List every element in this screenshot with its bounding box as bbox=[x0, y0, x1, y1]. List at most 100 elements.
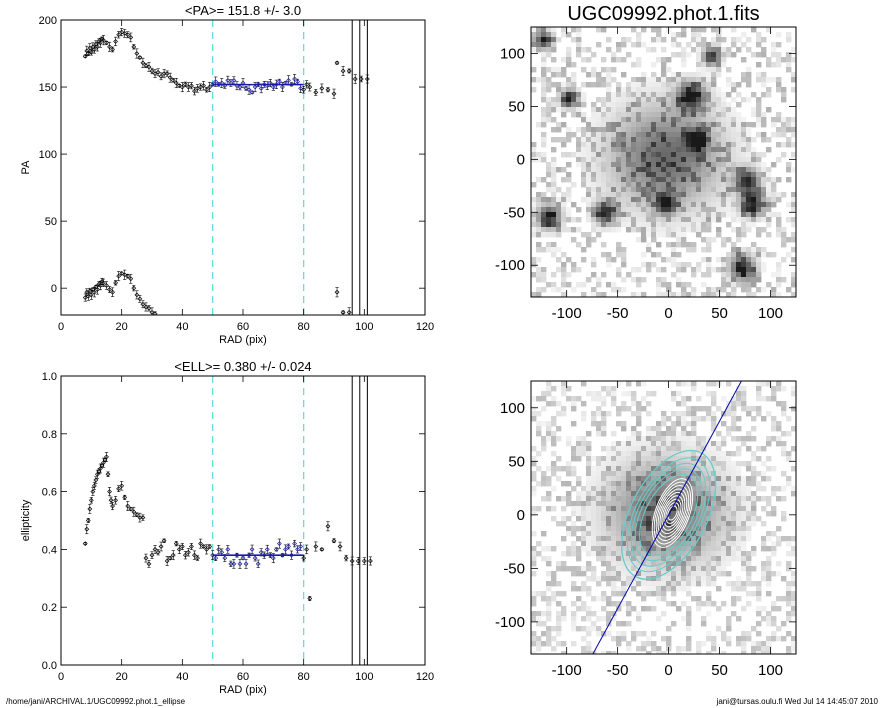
ell-plot-point bbox=[337, 544, 343, 549]
ell-plot-point bbox=[319, 547, 325, 552]
ell-plot-point bbox=[82, 541, 88, 547]
ell-plot-point bbox=[167, 555, 173, 561]
ell-plot-point bbox=[146, 561, 152, 567]
pa-plot-point bbox=[304, 81, 310, 87]
pa-plot-point bbox=[352, 76, 358, 82]
pa-plot-point bbox=[243, 85, 249, 91]
pa-plot-point bbox=[231, 77, 237, 83]
ell-plot-point bbox=[243, 561, 249, 567]
ell-plot-point bbox=[119, 483, 125, 489]
pa-plot-point bbox=[298, 85, 304, 91]
ell-plot-point bbox=[186, 549, 191, 555]
ell-plot-point bbox=[298, 544, 304, 549]
ell-plot-point bbox=[195, 555, 200, 561]
pa-plot-point bbox=[110, 289, 115, 295]
pa-plot-point bbox=[134, 51, 140, 56]
contour-image-x-tick-label: 100 bbox=[758, 662, 783, 679]
galaxy-image-title: UGC09992.phot.1.fits bbox=[567, 3, 759, 25]
pa-plot-point bbox=[101, 280, 106, 286]
ell-plot-point bbox=[122, 494, 128, 500]
ell-plot-point bbox=[283, 547, 288, 552]
galaxy-image-y-tick-label: -100 bbox=[495, 257, 525, 274]
pa-plot-point bbox=[364, 76, 370, 82]
ell-plot-point bbox=[98, 466, 103, 471]
ell-plot-y-tick-label: 0.2 bbox=[42, 602, 57, 614]
footer-user-date: jani@tursas.oulu.fi Wed Jul 14 14:45:07 … bbox=[716, 697, 878, 706]
ell-plot-point bbox=[96, 468, 102, 474]
pa-plot-point bbox=[331, 91, 337, 97]
ell-plot-point bbox=[201, 544, 206, 549]
ellipticity-plot-panel: 0 20 40 60 80 100 120 0.0 0.2 0.4 0.6 0.8 1.0 <ELL>= … bbox=[20, 359, 434, 696]
ell-plot-point bbox=[355, 558, 361, 564]
pa-plot-x-tick-label: 100 bbox=[355, 321, 373, 333]
ell-plot-x-tick-label: 100 bbox=[355, 671, 373, 683]
pa-plot-point bbox=[88, 49, 94, 55]
pa-plot-point bbox=[98, 40, 103, 46]
ell-plot-point bbox=[343, 555, 349, 561]
pa-plot-point bbox=[137, 296, 143, 302]
ell-plot-point bbox=[149, 552, 155, 558]
pa-plot-point bbox=[152, 71, 158, 77]
contour-image-inner-contour bbox=[655, 485, 690, 542]
pa-plot-frame bbox=[60, 19, 426, 316]
pa-plot-point bbox=[186, 84, 191, 90]
pa-plot-point bbox=[280, 84, 285, 90]
pa-plot-point bbox=[149, 309, 155, 315]
ell-plot-point bbox=[143, 555, 149, 561]
pa-plot-point bbox=[113, 39, 118, 44]
pa-plot-point bbox=[143, 304, 149, 310]
ell-plot-point bbox=[155, 549, 161, 555]
ell-plot-point bbox=[207, 544, 213, 549]
ell-plot-x-tick-label: 120 bbox=[416, 671, 434, 683]
galaxy-image-panel: -100 -50 0 50 100 -100 -50 0 50 100 UGC09992.phot.… bbox=[495, 3, 797, 322]
ell-plot-point bbox=[204, 547, 209, 552]
pa-plot-point bbox=[198, 84, 203, 90]
pa-plot-point bbox=[358, 76, 364, 82]
pa-plot-point bbox=[258, 85, 264, 91]
contour-image-x-tick-label: -100 bbox=[552, 662, 582, 679]
pa-plot-point bbox=[85, 293, 91, 299]
contour-image-x-tick-label: 0 bbox=[664, 662, 672, 679]
pa-plot-point bbox=[195, 85, 200, 91]
pa-plot-point bbox=[122, 31, 128, 36]
pa-plot-point bbox=[140, 60, 146, 66]
pa-plot-point bbox=[155, 69, 161, 75]
ell-plot-point bbox=[216, 547, 222, 552]
ell-plot-point bbox=[219, 549, 225, 555]
ell-plot-y-tick-label: 0.8 bbox=[42, 429, 57, 441]
ell-plot-point bbox=[237, 561, 243, 567]
pa-plot-point bbox=[119, 29, 125, 35]
contour-image-inner-contour bbox=[653, 481, 692, 545]
ell-plot-point bbox=[170, 552, 176, 558]
galaxy-image-frame bbox=[530, 26, 797, 298]
pa-plot-point bbox=[346, 309, 352, 315]
pa-plot-point bbox=[201, 83, 206, 89]
contour-image-y-tick-label: 100 bbox=[500, 400, 525, 417]
ell-plot-point bbox=[113, 497, 118, 503]
ell-plot-point bbox=[134, 512, 140, 518]
ell-plot-point bbox=[99, 463, 105, 468]
contour-image-inner-contour bbox=[659, 491, 686, 535]
pa-plot-point bbox=[167, 75, 173, 81]
galaxy-image-x-tick-label: -50 bbox=[607, 305, 629, 322]
pa-plot-point bbox=[137, 55, 143, 60]
pa-plot-point bbox=[176, 83, 182, 89]
contour-image-position-angle-line bbox=[592, 381, 742, 654]
ell-plot-point bbox=[105, 471, 111, 477]
pa-plot-point bbox=[325, 87, 331, 93]
ell-plot-point bbox=[249, 547, 255, 552]
pa-plot-point bbox=[286, 77, 291, 83]
ell-plot-point bbox=[88, 497, 94, 503]
ell-plot-point bbox=[240, 555, 246, 561]
pa-plot-point bbox=[95, 44, 100, 50]
ell-plot-y-axis-label: ellipticity bbox=[20, 499, 32, 541]
pa-plot-point bbox=[84, 48, 90, 54]
contour-image-frame bbox=[530, 380, 797, 655]
pa-plot-point bbox=[85, 51, 91, 56]
ell-plot-point bbox=[252, 555, 258, 561]
ell-plot-point bbox=[189, 544, 194, 549]
ell-plot-point bbox=[87, 506, 93, 512]
ell-plot-point bbox=[84, 526, 90, 532]
pa-plot-x-tick-label: 20 bbox=[116, 321, 128, 333]
